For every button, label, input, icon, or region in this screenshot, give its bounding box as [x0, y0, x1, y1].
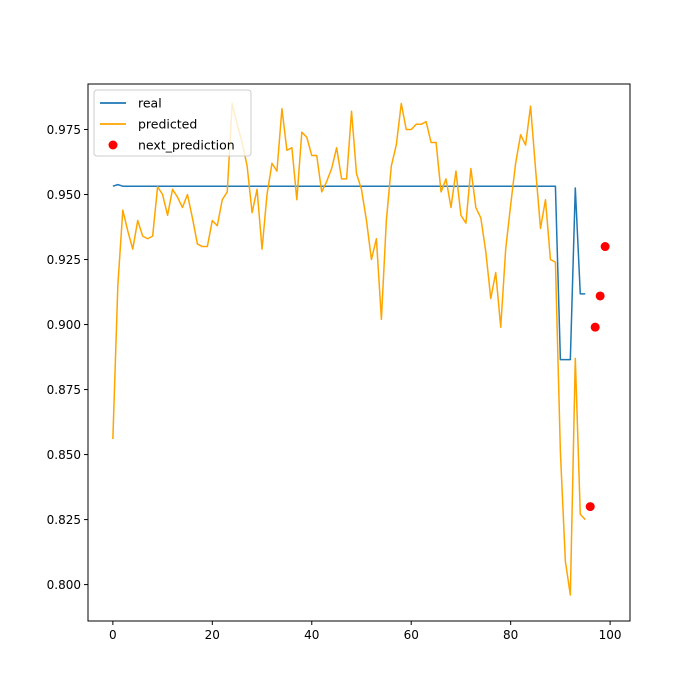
scatter-point-next_prediction [600, 242, 610, 252]
legend-swatch-next_prediction [108, 140, 118, 150]
x-tick-label: 40 [304, 628, 319, 642]
scatter-point-next_prediction [590, 322, 600, 332]
scatter-point-next_prediction [585, 502, 595, 512]
y-tick-label: 0.950 [47, 188, 81, 202]
legend-label-predicted: predicted [138, 117, 197, 132]
x-tick-label: 20 [205, 628, 220, 642]
legend-label-real: real [138, 96, 162, 111]
scatter-point-next_prediction [595, 291, 605, 301]
y-tick-label: 0.900 [47, 318, 81, 332]
y-tick-label: 0.975 [47, 123, 81, 137]
y-tick-label: 0.875 [47, 383, 81, 397]
legend-label-next_prediction: next_prediction [138, 138, 235, 153]
x-axis: 0 20 40 60 80 100 [109, 621, 622, 642]
legend-box [93, 89, 252, 157]
series-line-predicted [112, 102, 586, 596]
series-layer [112, 102, 610, 596]
y-tick-label: 0.925 [47, 253, 81, 267]
x-tick-label: 100 [599, 628, 622, 642]
plot-frame [87, 83, 631, 622]
x-tick-label: 80 [503, 628, 518, 642]
legend: real predicted next_prediction [93, 89, 252, 157]
y-tick-label: 0.800 [47, 578, 81, 592]
series-line-real [112, 183, 586, 361]
y-tick-label: 0.825 [47, 513, 81, 527]
x-tick-label: 0 [109, 628, 117, 642]
y-tick-label: 0.850 [47, 448, 81, 462]
x-tick-label: 60 [404, 628, 419, 642]
y-axis: 0.800 0.825 0.850 0.875 0.900 0.925 0.950 0.975 [47, 123, 88, 592]
